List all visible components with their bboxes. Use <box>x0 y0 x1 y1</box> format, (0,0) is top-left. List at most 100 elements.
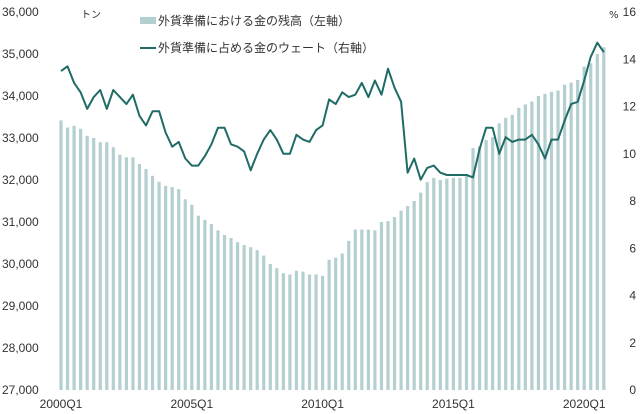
x-tick-label: 2000Q1 <box>40 397 83 411</box>
bar <box>543 93 547 391</box>
bar <box>255 250 259 390</box>
bar <box>477 146 482 390</box>
x-tick-label: 2015Q1 <box>432 397 475 411</box>
line-swatch-icon <box>140 46 156 49</box>
bar <box>576 80 580 390</box>
bar <box>582 66 586 390</box>
bar <box>190 204 194 390</box>
bar <box>491 137 495 390</box>
right-tick-label: 10 <box>623 147 637 161</box>
bar <box>164 185 168 390</box>
bar <box>307 274 312 390</box>
line-series-gold-weight <box>60 41 605 181</box>
bar <box>327 259 331 390</box>
bar <box>294 270 299 390</box>
bar <box>425 182 429 390</box>
bar <box>262 255 266 390</box>
bar <box>98 142 102 390</box>
right-tick-label: 8 <box>629 194 636 208</box>
bar <box>523 104 527 391</box>
bar <box>445 178 449 390</box>
bar <box>392 217 397 390</box>
right-tick-label: 14 <box>623 52 637 66</box>
left-tick-label: 32,000 <box>2 173 39 187</box>
bar <box>177 189 181 390</box>
left-axis-unit: トン <box>81 10 101 21</box>
bar <box>301 271 305 390</box>
bar <box>222 235 227 390</box>
bar <box>268 264 272 390</box>
bar <box>321 275 325 390</box>
right-axis: 0 2 4 6 8 10 12 14 16 <box>623 5 637 397</box>
right-tick-label: 12 <box>623 100 637 114</box>
bar <box>85 135 89 390</box>
bar <box>65 127 70 390</box>
bar <box>216 230 220 390</box>
bar <box>471 148 475 390</box>
bar <box>242 245 246 390</box>
left-tick-label: 30,000 <box>2 257 39 271</box>
bar <box>131 157 135 390</box>
bar <box>530 101 534 390</box>
bar <box>281 273 285 390</box>
bar <box>458 177 462 390</box>
bar <box>504 117 508 391</box>
bar <box>105 142 109 390</box>
left-tick-label: 36,000 <box>2 5 39 19</box>
bar <box>464 175 469 390</box>
bar <box>196 215 200 390</box>
right-tick-label: 16 <box>623 5 637 19</box>
bar <box>497 123 501 391</box>
bar <box>562 84 567 390</box>
bar <box>235 242 240 390</box>
legend-item-bar: 外貨準備における金の残高（左軸） <box>140 12 350 29</box>
bar <box>137 164 142 390</box>
left-tick-label: 35,000 <box>2 47 39 61</box>
bar <box>288 274 292 390</box>
bar <box>144 169 148 390</box>
bar <box>183 199 187 390</box>
bar <box>536 96 541 390</box>
bar <box>249 247 253 390</box>
x-tick-label: 2010Q1 <box>301 397 344 411</box>
x-axis: 2000Q1 2005Q1 2010Q1 2015Q1 2020Q1 <box>40 397 606 411</box>
bar <box>419 192 423 390</box>
bar <box>340 253 344 390</box>
bar <box>379 222 384 390</box>
bar <box>373 230 377 390</box>
legend-label-bar: 外貨準備における金の残高（左軸） <box>158 14 351 28</box>
bar <box>438 180 442 390</box>
bar <box>451 177 455 390</box>
bar <box>203 219 207 390</box>
bar <box>118 154 122 390</box>
bar <box>589 63 593 390</box>
bar <box>170 187 174 390</box>
bar <box>124 157 128 390</box>
bar <box>72 125 76 391</box>
right-tick-label: 6 <box>629 241 636 255</box>
bar <box>79 128 83 391</box>
bar <box>517 107 521 391</box>
bar <box>314 274 318 390</box>
bar <box>406 206 410 390</box>
bar-series-gold-holdings <box>59 47 606 391</box>
bar <box>412 201 416 390</box>
bar <box>150 175 155 390</box>
left-tick-label: 28,000 <box>2 341 39 355</box>
left-tick-label: 29,000 <box>2 299 39 313</box>
bar <box>334 257 338 390</box>
bar <box>92 138 96 390</box>
bar <box>569 82 573 390</box>
bar <box>595 54 599 390</box>
bar <box>510 114 514 391</box>
left-axis: 27,000 28,000 29,000 30,000 31,000 32,000 33,0… <box>2 5 39 397</box>
left-tick-label: 34,000 <box>2 89 39 103</box>
bar <box>549 91 554 391</box>
bar <box>111 147 115 390</box>
bar <box>360 229 364 390</box>
right-tick-label: 2 <box>629 336 636 350</box>
bar <box>556 90 560 390</box>
bar <box>157 181 161 390</box>
left-tick-label: 27,000 <box>2 383 39 397</box>
